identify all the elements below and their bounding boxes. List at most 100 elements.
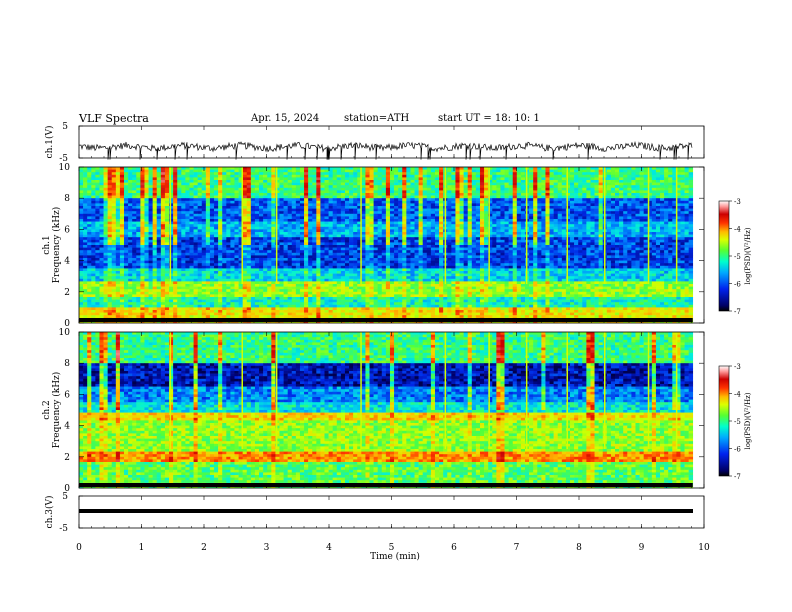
spectrogram-cell [226,242,231,246]
spectrogram-cell [684,216,689,220]
spectrogram-cell [148,177,153,181]
spectrogram-cell [369,213,374,217]
spectrogram-cell [259,198,264,202]
spectrogram-cell [430,232,436,235]
spectrogram-cell [410,224,415,228]
spectrogram-cell [242,206,248,209]
spectrogram-cell [103,180,108,183]
spectrogram-cell [434,239,440,243]
spectrogram-cell [95,193,100,196]
spectrogram-cell [332,247,338,251]
spectrogram-cell [136,169,141,173]
spectrogram-cell [222,190,227,194]
spectrogram-cell [549,237,554,241]
spectrogram-cell [148,206,153,209]
spectrogram-cell [320,180,325,183]
spectrogram-cell [664,237,669,241]
spectrogram-cell [91,180,96,183]
spectrogram-cell [230,247,235,251]
spectrogram-cell [107,219,113,222]
spectrogram-cell [250,242,256,246]
spectrogram-cell [336,250,342,254]
spectrogram-cell [205,180,211,183]
spectrogram-cell [152,221,158,225]
spectrogram-cell [582,177,587,181]
spectrogram-cell [275,232,280,235]
spectrogram-cell [169,211,174,215]
spectrogram-cell [250,203,256,207]
spectrogram-cell [144,237,149,241]
spectrogram-cell [156,216,162,220]
spectrogram-cell [197,177,203,181]
spectrogram-cell [136,167,141,170]
spectrogram-cell [582,229,587,233]
spectrogram-cell [688,226,694,230]
spectrogram-cell [570,234,575,238]
spectrogram-cell [623,169,628,173]
spectrogram-cell [283,180,288,183]
spectrogram-cell [455,190,460,194]
spectrogram-cell [119,242,125,246]
spectrogram-cell [299,237,305,241]
spectrogram-cell [177,172,182,176]
spectrogram-cell [91,203,96,207]
spectrogram-cell [156,252,162,256]
spectrogram-cell [402,239,407,243]
spectrogram-cell [107,206,113,209]
spectrogram-cell [115,180,121,183]
spectrogram-cell [639,224,644,228]
spectrogram-cell [627,177,632,181]
spectrogram-cell [189,221,194,225]
spectrogram-cell [83,200,88,204]
spectrogram-cell [128,185,133,189]
spectrogram-cell [537,174,542,178]
spectrogram-cell [635,211,640,215]
spectrogram-cell [254,250,260,254]
spectrogram-cell [557,174,563,178]
spectrogram-cell [177,252,182,256]
station-label: station=ATH [344,113,410,124]
spectrogram-cell [475,190,481,194]
spectrogram-cell [426,187,432,191]
spectrogram-cell [561,234,567,238]
spectrogram-cell [148,180,153,183]
spectrogram-cell [107,185,113,189]
spectrogram-cell [242,232,248,235]
spectrogram-cell [361,195,366,199]
spectrogram-cell [655,198,661,202]
spectrogram-cell [152,229,158,233]
spectrogram-cell [389,247,395,251]
spectrogram-cell [369,185,374,189]
spectrogram-cell [320,232,325,235]
spectrogram-cell [615,232,620,235]
spectrogram-cell [361,200,366,204]
spectrogram-cell [451,182,456,186]
spectrogram-cell [549,203,554,207]
spectrogram-cell [406,213,411,217]
spectrogram-cell [205,200,211,204]
spectrogram-cell [684,221,689,225]
spectrogram-cell [304,203,309,207]
spectrogram-cell [627,187,632,191]
spectrogram-cell [394,224,399,228]
spectrogram-cell [549,187,554,191]
spectrogram-cell [136,239,141,243]
spectrogram-cell [365,190,370,194]
spectrogram-cell [520,211,526,215]
spectrogram-cell [520,229,526,233]
spectrogram-cell [488,172,493,176]
spectrogram-cell [136,193,141,196]
spectrogram-cell [451,174,456,178]
spectrogram-cell [398,229,403,233]
spectrogram-cell [214,203,219,207]
spectrogram-cell [426,172,432,176]
spectrogram-cell [209,169,215,173]
spectrogram-cell [414,216,419,220]
spectrogram-cell [394,216,399,220]
spectrogram-cell [451,185,456,189]
spectrogram-cell [586,187,591,191]
spectrogram-cell [516,169,522,173]
spectrogram-cell [332,208,338,212]
spectrogram-cell [336,206,342,209]
spectrogram-cell [156,182,162,186]
